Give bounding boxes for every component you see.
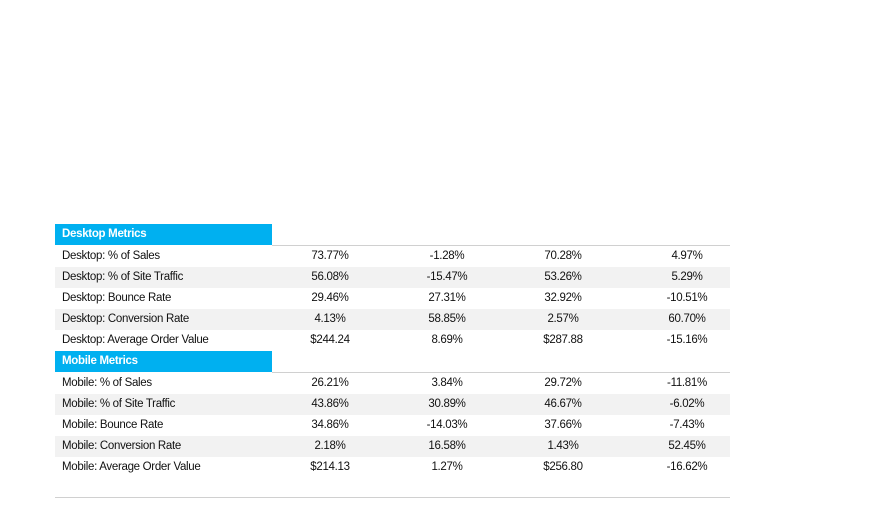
value-cell: -14.03% xyxy=(426,419,468,431)
row-label: Desktop: % of Sales xyxy=(62,250,160,262)
table-row: Mobile: % of Site Traffic 43.86% 30.89% 46.… xyxy=(55,394,730,415)
value-cell: 32.92% xyxy=(544,292,582,304)
value-cell: 56.08% xyxy=(311,271,349,283)
row-label: Mobile: Average Order Value xyxy=(62,461,201,473)
table-row: Mobile: Average Order Value $214.13 1.27% $… xyxy=(55,457,730,478)
value-cell: 27.31% xyxy=(428,292,466,304)
value-cell: 73.77% xyxy=(311,250,349,262)
value-cell: 46.67% xyxy=(544,398,582,410)
value-cell: 4.97% xyxy=(671,250,703,262)
value-cell: -16.62% xyxy=(666,461,708,473)
value-cell: 52.45% xyxy=(668,440,706,452)
value-cell: 37.66% xyxy=(544,419,582,431)
value-cell: 3.84% xyxy=(431,377,463,389)
value-cell: 70.28% xyxy=(544,250,582,262)
table-row: Mobile: % of Sales 26.21% 3.84% 29.72% -11.8… xyxy=(55,373,730,394)
table-row: Mobile: Bounce Rate 34.86% -14.03% 37.66% -7… xyxy=(55,415,730,436)
table-row: Desktop: % of Site Traffic 56.08% -15.47% 5… xyxy=(55,267,730,288)
value-cell: 58.85% xyxy=(428,313,466,325)
value-cell: 2.18% xyxy=(314,440,346,452)
divider xyxy=(272,372,730,373)
value-cell: 53.26% xyxy=(544,271,582,283)
value-cell: 5.29% xyxy=(671,271,703,283)
row-label: Desktop: Conversion Rate xyxy=(62,313,190,325)
table-row: Desktop: Average Order Value $244.24 8.69%… xyxy=(55,330,730,351)
value-cell: 34.86% xyxy=(311,419,349,431)
table-row: Desktop: Bounce Rate 29.46% 27.31% 32.92% -1… xyxy=(55,288,730,309)
value-cell: 29.46% xyxy=(311,292,349,304)
row-label: Desktop: % of Site Traffic xyxy=(62,271,184,283)
table-row: Desktop: Conversion Rate 4.13% 58.85% 2.57%… xyxy=(55,309,730,330)
value-cell: 1.27% xyxy=(431,461,463,473)
bottom-rule xyxy=(55,497,730,498)
value-cell: 8.69% xyxy=(431,334,463,346)
value-cell: -15.47% xyxy=(426,271,468,283)
row-label: Mobile: % of Sales xyxy=(62,377,152,389)
value-cell: -15.16% xyxy=(666,334,708,346)
value-cell: $256.80 xyxy=(543,461,583,473)
row-label: Desktop: Average Order Value xyxy=(62,334,209,346)
row-label: Mobile: Conversion Rate xyxy=(62,440,182,452)
table-row: Mobile: Conversion Rate 2.18% 16.58% 1.43% 5… xyxy=(55,436,730,457)
value-cell: 16.58% xyxy=(428,440,466,452)
value-cell: 2.57% xyxy=(547,313,579,325)
value-cell: 4.13% xyxy=(314,313,346,325)
row-label: Mobile: Bounce Rate xyxy=(62,419,164,431)
value-cell: 60.70% xyxy=(668,313,706,325)
row-label: Desktop: Bounce Rate xyxy=(62,292,172,304)
value-cell: -11.81% xyxy=(667,377,707,389)
value-cell: $287.88 xyxy=(543,334,583,346)
value-cell: -7.43% xyxy=(669,419,705,431)
value-cell: 26.21% xyxy=(311,377,349,389)
value-cell: -6.02% xyxy=(669,398,705,410)
value-cell: 30.89% xyxy=(428,398,466,410)
value-cell: $214.13 xyxy=(310,461,350,473)
value-cell: 29.72% xyxy=(544,377,582,389)
table-row: Desktop: % of Sales 73.77% -1.28% 70.28% 4.9… xyxy=(55,246,730,267)
value-cell: $244.24 xyxy=(310,334,350,346)
value-cell: 43.86% xyxy=(311,398,349,410)
value-cell: -1.28% xyxy=(429,250,465,262)
divider xyxy=(272,245,730,246)
row-label: Mobile: % of Site Traffic xyxy=(62,398,176,410)
value-cell: -10.51% xyxy=(666,292,708,304)
value-cell: 1.43% xyxy=(547,440,579,452)
section-header: Desktop Metrics xyxy=(55,224,272,245)
section-header: Mobile Metrics xyxy=(55,351,272,372)
